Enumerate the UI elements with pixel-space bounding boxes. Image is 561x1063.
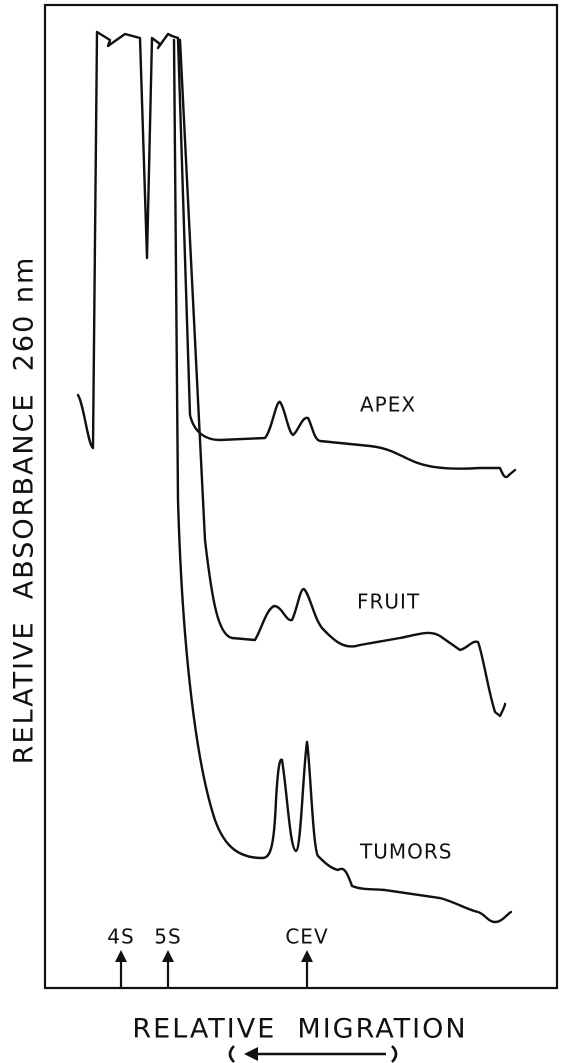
trace-label: FRUIT bbox=[357, 590, 420, 614]
trace-fruit bbox=[178, 38, 507, 718]
direction-arrow bbox=[228, 1045, 398, 1063]
marker-arrows bbox=[115, 950, 313, 988]
trace-label: APEX bbox=[360, 393, 416, 417]
trace-apex bbox=[176, 36, 517, 479]
x-axis-label: RELATIVE MIGRATION bbox=[132, 1014, 467, 1045]
frame bbox=[43, 3, 559, 990]
marker-label: CEV bbox=[285, 925, 328, 949]
trace-label: TUMORS bbox=[359, 840, 452, 864]
trace-tumors bbox=[172, 38, 513, 924]
shared-peaks bbox=[76, 30, 180, 450]
marker-label: 4S bbox=[107, 925, 134, 949]
y-axis-label: RELATIVE ABSORBANCE 260 nm bbox=[9, 256, 40, 764]
marker-label: 5S bbox=[154, 925, 181, 949]
